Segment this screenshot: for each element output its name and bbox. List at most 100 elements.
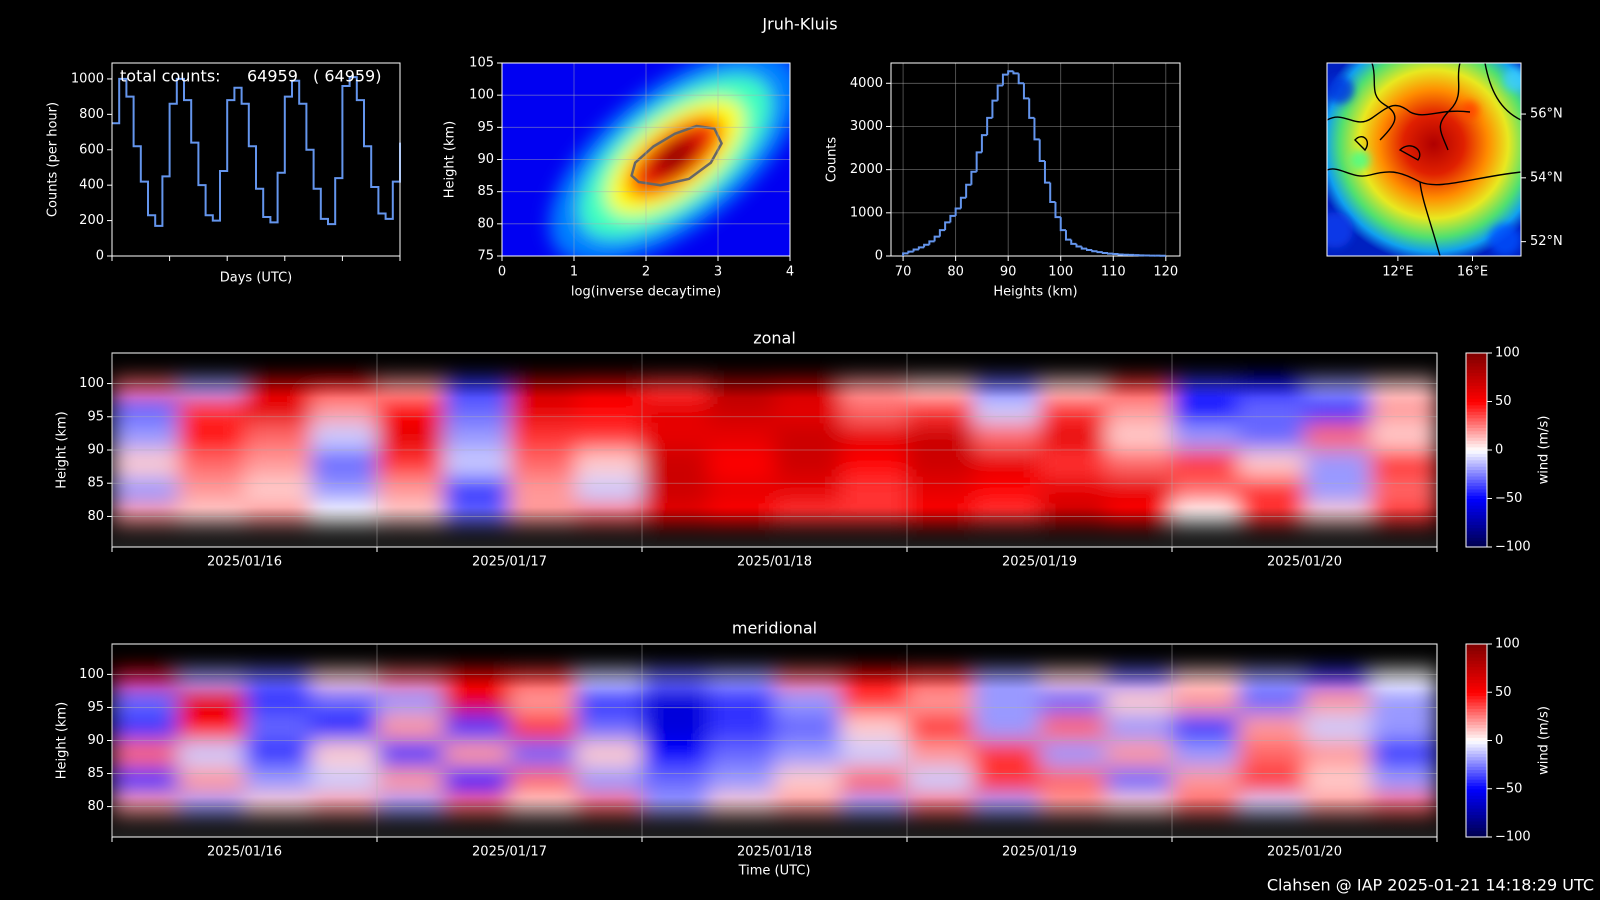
x-tick-label: 4	[786, 265, 794, 280]
colorbar-step	[1466, 504, 1487, 509]
y-tick-label: 90	[87, 443, 104, 458]
wind-cell	[642, 687, 709, 715]
wind-cell	[310, 423, 378, 451]
colorbar-step	[1466, 746, 1487, 751]
y-tick-label: 95	[477, 120, 494, 135]
colorbar-step	[1466, 362, 1487, 367]
wind-cell	[178, 714, 245, 741]
axes-frame	[111, 62, 401, 257]
colorbar-step	[1466, 482, 1487, 487]
wind-cell	[509, 450, 577, 478]
axes-title: zonal	[753, 329, 796, 348]
wind-cell	[1304, 450, 1372, 478]
wind-cell	[575, 766, 643, 794]
x-axis-label: Heights (km)	[993, 285, 1077, 300]
wind-cell	[1304, 396, 1372, 424]
colorbar-step	[1466, 708, 1487, 713]
colorbar-step	[1466, 685, 1487, 690]
wind-cell	[377, 476, 444, 504]
wind-cell	[1105, 476, 1173, 504]
colorbar-step	[1466, 737, 1487, 742]
wind-cell	[907, 766, 974, 794]
colorbar-step	[1466, 653, 1487, 658]
colorbar-step	[1466, 817, 1487, 822]
wind-cell	[244, 687, 312, 715]
axes-frame	[890, 62, 1181, 257]
wind-cell	[178, 423, 245, 451]
colorbar-tick-label: 0	[1495, 443, 1503, 458]
colorbar-tick-label: −50	[1495, 491, 1522, 506]
wind-cell	[310, 740, 378, 768]
histogram-bin	[1049, 182, 1056, 204]
wind-cell	[1039, 450, 1107, 478]
colorbar-step	[1466, 462, 1487, 467]
map-image	[1327, 63, 1521, 256]
histogram-bin	[1028, 98, 1035, 119]
x-tick-label: 70	[895, 265, 912, 280]
colorbar-step	[1466, 711, 1487, 716]
wind-cell	[509, 396, 577, 424]
data-layer	[112, 63, 1521, 837]
y-tick-label: 95	[87, 409, 104, 424]
y-tick-label: 80	[477, 216, 494, 231]
colorbar-step	[1466, 830, 1487, 835]
wind-cell	[112, 714, 179, 741]
wind-cell	[178, 766, 245, 794]
colorbar-step	[1466, 714, 1487, 719]
colorbar-step	[1466, 485, 1487, 490]
colorbar-step	[1466, 453, 1487, 458]
colorbar-step	[1466, 820, 1487, 825]
histogram-bin	[986, 116, 993, 136]
wind-cell	[377, 450, 444, 478]
wind-image	[112, 353, 1437, 547]
y-tick-label: 75	[477, 249, 494, 264]
x-axis-label: log(inverse decaytime)	[571, 285, 721, 300]
wind-cell	[1238, 476, 1305, 504]
x-tick-label: 90	[1000, 265, 1017, 280]
axes-title: meridional	[732, 619, 817, 638]
wind-cell	[973, 450, 1040, 478]
colorbar-step	[1466, 766, 1487, 771]
histogram-bin	[1012, 71, 1019, 75]
wind-cell	[840, 766, 908, 794]
wind-cell	[443, 687, 510, 715]
colorbar-step	[1466, 756, 1487, 761]
wind-cell	[708, 396, 775, 424]
colorbar-step	[1466, 775, 1487, 780]
wind-cell	[1172, 476, 1239, 504]
wind-cell	[1238, 714, 1305, 741]
colorbar-step	[1466, 353, 1487, 357]
wind-cell	[1238, 740, 1305, 768]
colorbar-step	[1466, 495, 1487, 500]
colorbar-step	[1466, 644, 1487, 648]
colorbar-step	[1466, 450, 1487, 454]
wind-cell	[1370, 766, 1437, 794]
wind-cell	[1172, 766, 1239, 794]
colorbar-step	[1466, 498, 1487, 503]
x-tick-label: 2	[642, 265, 650, 280]
map-blotch	[1461, 101, 1479, 119]
y-tick-label: 100	[79, 667, 104, 682]
wind-cell	[443, 766, 510, 794]
wind-cell	[575, 450, 643, 478]
colorbar-step	[1466, 785, 1487, 790]
bottom-fade	[112, 507, 1437, 547]
colorbar-step	[1466, 676, 1487, 680]
wind-cell	[112, 766, 179, 794]
x-tick-label: 120	[1153, 265, 1178, 280]
x-tick-label: 2025/01/20	[1267, 555, 1342, 570]
y-tick-label: 80	[87, 509, 104, 524]
y-axis-label: Counts (per hour)	[46, 102, 61, 217]
colorbar-step	[1466, 417, 1487, 422]
wind-cell	[708, 423, 775, 451]
histogram-bin	[1054, 202, 1061, 219]
wind-cell	[112, 687, 179, 715]
colorbar-step	[1466, 660, 1487, 664]
figure-title: Jruh-Kluis	[761, 15, 837, 34]
wind-cell	[907, 396, 974, 424]
colorbar-step	[1466, 479, 1487, 483]
wind-cell	[708, 766, 775, 794]
colorbar-step	[1466, 365, 1487, 370]
map-blotch	[1503, 68, 1521, 92]
annotation: total counts:	[120, 67, 221, 86]
